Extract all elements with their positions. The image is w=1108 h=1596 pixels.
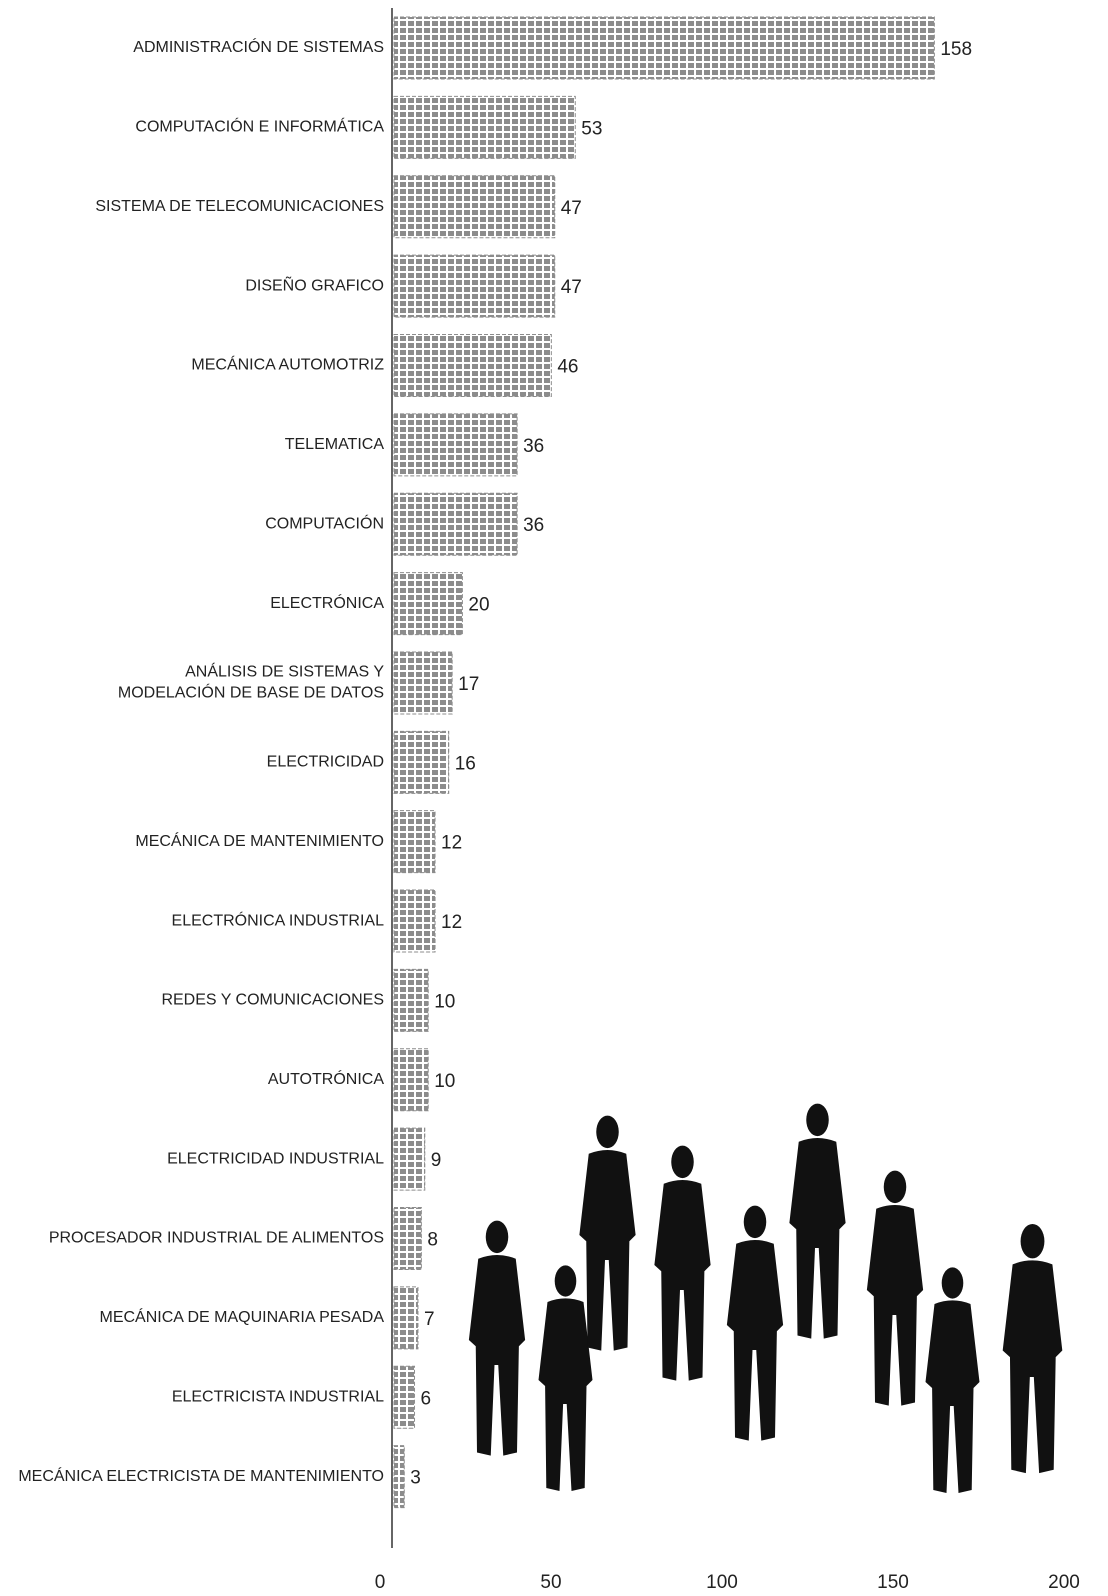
value-label: 47 [561,198,582,219]
y-tick-label: TELEMATICA [285,436,385,453]
value-label: 36 [523,515,544,536]
y-tick-label: ELECTRICIDAD INDUSTRIAL [167,1150,384,1167]
x-tick-label: 50 [540,1572,561,1593]
value-label: 10 [434,991,455,1012]
y-tick-label: MECÁNICA DE MAQUINARIA PESADA [99,1307,384,1326]
x-tick-label: 100 [706,1572,738,1593]
value-label: 9 [431,1150,442,1171]
bar [393,1048,429,1112]
bar [393,730,450,794]
x-tick-label: 0 [375,1572,386,1593]
bar [393,95,576,159]
bar [393,175,556,239]
y-tick-label: MECÁNICA AUTOMOTRIZ [191,355,384,374]
value-label: 10 [434,1071,455,1092]
y-tick-label: ELECTRÓNICA [270,593,384,612]
y-tick-label: MECÁNICA ELECTRICISTA DE MANTENIMIENTO [18,1466,384,1485]
bar [393,810,436,874]
y-tick-label: PROCESADOR INDUSTRIAL DE ALIMENTOS [49,1230,384,1247]
value-label: 53 [581,118,602,139]
bar [393,572,463,636]
y-tick-label: AUTOTRÓNICA [268,1069,384,1088]
y-tick-label: MECÁNICA DE MANTENIMIENTO [135,831,384,850]
value-label: 46 [557,356,578,377]
value-label: 16 [455,753,476,774]
value-label: 12 [441,912,462,933]
value-label: 47 [561,277,582,298]
y-tick-label: COMPUTACIÓN [265,513,384,532]
bar [393,1127,426,1191]
value-label: 36 [523,436,544,457]
bar [393,16,935,80]
value-label: 158 [940,39,972,60]
bar [393,492,518,556]
bar [393,889,436,953]
y-tick-label: SISTEMA DE TELECOMUNICACIONES [95,198,384,215]
value-label: 12 [441,833,462,854]
value-label: 8 [427,1230,438,1251]
bar [393,1365,416,1429]
bar [393,254,556,318]
y-tick-label: ELECTRICIDAD [267,754,384,771]
value-label: 3 [410,1468,421,1489]
y-tick-label: ANÁLISIS DE SISTEMAS Y MODELACIÓN DE BASE… [118,662,384,702]
y-tick-label: ELECTRICISTA INDUSTRIAL [172,1388,384,1405]
bar [393,968,429,1032]
bar [393,1207,422,1271]
silhouettes [468,1103,1063,1493]
x-tick-label: 150 [877,1572,909,1593]
y-tick-label: DISEÑO GRAFICO [245,274,384,294]
bar [393,413,518,477]
bar [393,1445,405,1509]
value-label: 20 [468,595,489,616]
bar [393,651,453,715]
bar [393,1286,419,1350]
bar [393,333,552,397]
y-tick-label: ADMINISTRACIÓN DE SISTEMAS [133,37,384,56]
x-tick-label: 200 [1048,1572,1080,1593]
value-label: 6 [421,1388,432,1409]
y-tick-label: REDES Y COMUNICACIONES [161,992,384,1009]
value-label: 17 [458,674,479,695]
y-tick-label: COMPUTACIÓN E INFORMÁTICA [135,117,384,136]
y-tick-label: ELECTRÓNICA INDUSTRIAL [172,910,385,929]
value-label: 7 [424,1309,435,1330]
